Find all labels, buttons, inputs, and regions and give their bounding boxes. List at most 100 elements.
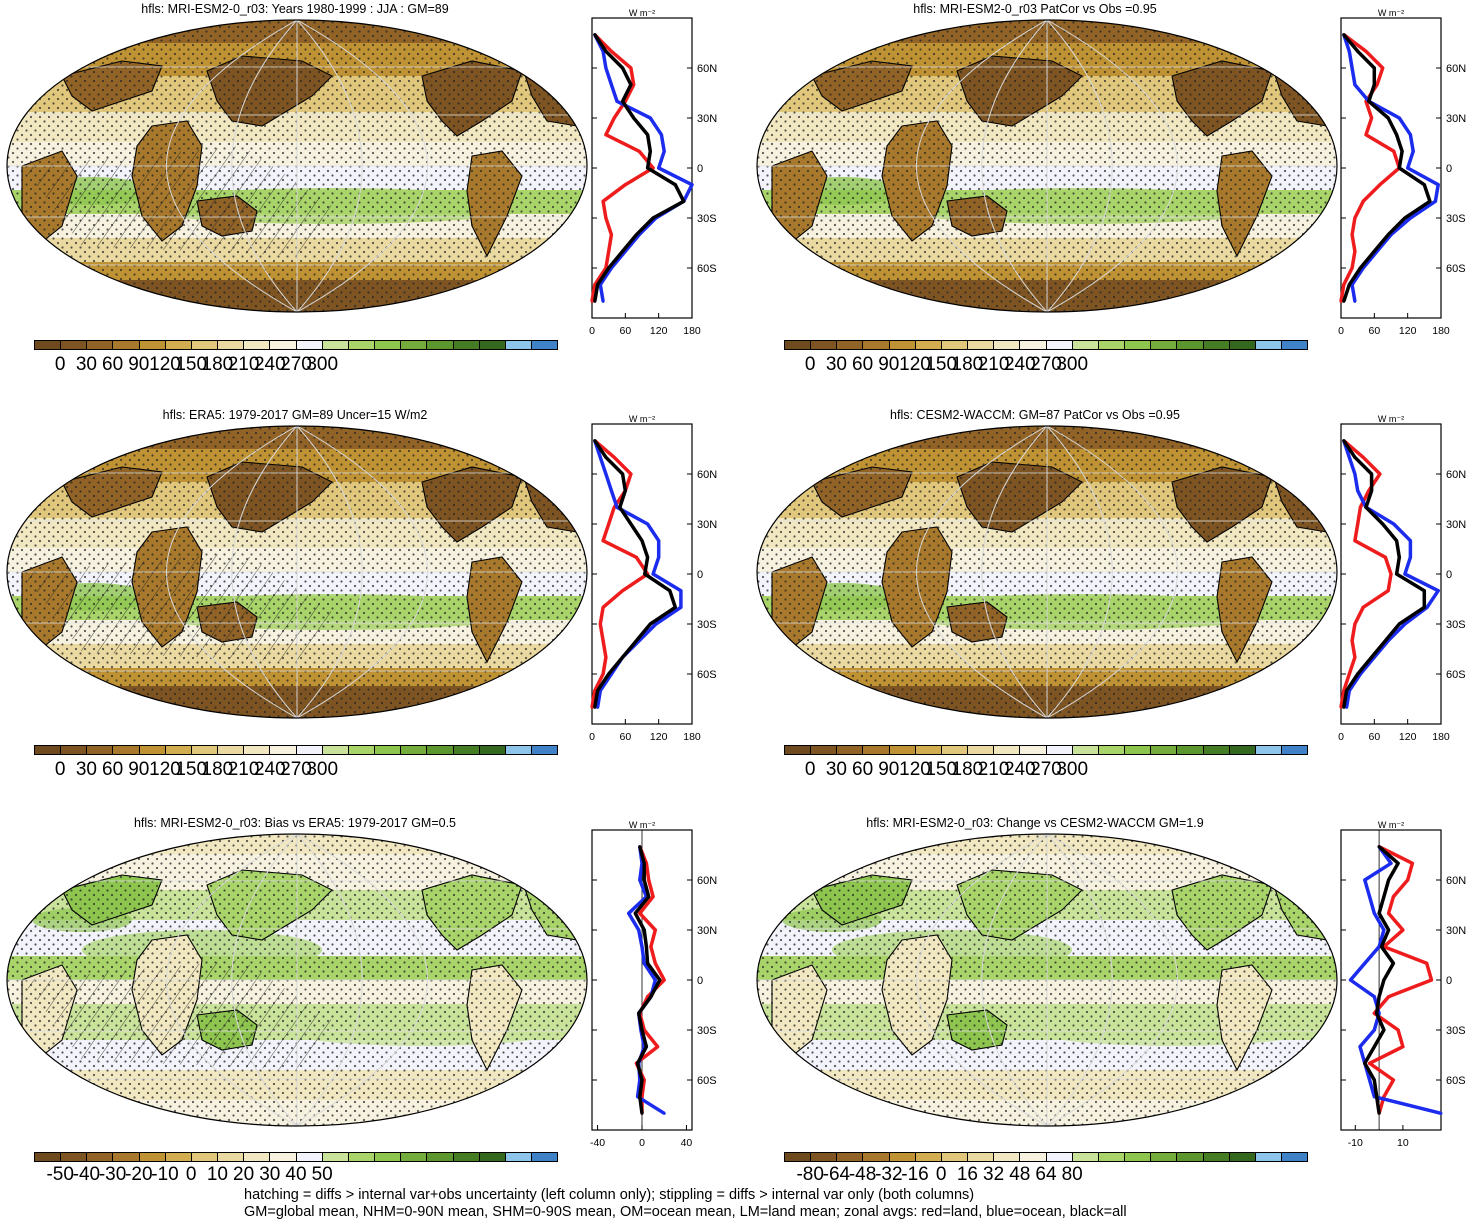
zonal-point-ocean [1382,928,1386,932]
zonal-point-ocean [638,878,642,882]
colorbar-tick-label: 0 [804,759,816,780]
colorbar-tick-label: 90 [128,354,150,375]
zonal-point-all [1353,455,1357,459]
zonal-point-all [642,878,646,882]
zonal-xtick-label: -40 [590,1137,605,1149]
zonal-point-land [651,895,655,899]
colorbar-swatch-9 [1020,746,1047,754]
colorbar-swatch-11 [322,341,349,349]
colorbar-swatch-12 [1098,341,1126,349]
zonal-mean-plot-5: W m⁻² 60N 30N 0 30S 60S -10 10 [1340,820,1466,1149]
zonal-point-all [621,249,625,253]
colorbar-swatch-15 [1177,746,1204,754]
colorbar-swatch-17 [1229,341,1256,349]
colorbar-swatch-7 [218,1153,245,1161]
zonal-xtick-label: 60 [1368,731,1380,743]
colorbar-labels-4: -50 -40 -30 -20 -10 0 10 20 30 40 50 [34,1164,558,1188]
zonal-point-land [1350,233,1354,237]
zonal-point-all [1395,539,1399,543]
zonal-point-ocean [596,705,600,709]
zonal-point-land [604,133,608,137]
colorbar-swatch-5 [915,1153,942,1161]
zonal-point-ocean [609,489,613,493]
zonal-point-land [653,961,657,965]
zonal-point-all [1396,861,1400,865]
zonal-point-land [1410,861,1414,865]
zonal-point-ocean [651,572,655,576]
colorbar-tick-label: 300 [1056,354,1089,375]
zonal-point-all [647,895,651,899]
zonal-xtick-label: 180 [683,325,701,337]
colorbar-swatch-1 [811,1153,838,1161]
zonal-point-all [1370,655,1374,659]
colorbar-tick-label: 210 [977,759,1010,780]
zonal-point-all [1347,283,1351,287]
colorbar-swatch-19 [1281,746,1308,754]
zonal-xtick-label: 180 [683,731,701,743]
zonal-point-all [1372,66,1376,70]
zonal-point-land [1350,639,1354,643]
zonal-point-ocean [1377,945,1381,949]
zonal-point-ocean [604,66,608,70]
colorbar-swatch-0 [35,1153,62,1161]
colorbar-tick-label: 210 [227,759,260,780]
zonal-point-all [1400,149,1404,153]
zonal-point-land [1387,995,1391,999]
colorbar-swatch-9 [270,1153,297,1161]
colorbar-tick-label: -50 [46,1164,74,1185]
zonal-point-land [1361,455,1365,459]
colorbar-swatch-12 [1098,1153,1126,1161]
map-title: hfls: MRI-ESM2-0_r03: Years 1980-1999 : … [141,2,449,16]
colorbar-tick-label: 90 [878,759,900,780]
colorbar-swatch-2 [87,746,114,754]
zonal-point-all [1356,49,1360,53]
zonal-mean-plot-2: W m⁻² 60N 30N 0 30S 60S 0 60 120 180 [589,414,717,743]
zonal-point-land [593,283,597,287]
map-title: hfls: CESM2-WACCM: GM=87 PatCor vs Obs =… [890,408,1180,422]
colorbar-swatch-19 [531,341,558,349]
zonal-point-all [1372,83,1376,87]
zonal-xtick-label: 120 [650,325,668,337]
colorbar-swatch-5 [165,1153,192,1161]
colorbar-tick-label: -64 [822,1164,851,1185]
zonal-ytick-label: 0 [1446,975,1452,987]
zonal-point-all [1377,995,1381,999]
colorbar-swatch-7 [968,1153,995,1161]
zonal-point-ocean [679,605,683,609]
zonal-plot-frame [1340,17,1442,319]
zonal-point-all [1342,705,1346,709]
zonal-point-all [649,995,653,999]
colorbar-tick-label: 60 [102,354,124,375]
zonal-point-ocean [1345,705,1349,709]
zonal-point-ocean [1392,522,1396,526]
zonal-point-all [1403,216,1407,220]
colorbar-swatch-5 [915,746,942,754]
colorbar-tick-label: 0 [54,354,66,375]
zonal-xtick-label: 0 [1338,731,1344,743]
zonal-point-ocean [657,555,661,559]
zonal-unit-label: W m⁻² [629,414,655,424]
colorbar-swatch-16 [453,341,480,349]
zonal-point-land [598,622,602,626]
zonal-point-land [1361,605,1365,609]
zonal-point-all [607,672,611,676]
zonal-point-land [1353,655,1357,659]
colorbar-swatch-10 [1046,1153,1073,1161]
colorbar-tick-label: 0 [54,759,66,780]
zonal-point-ocean [1403,622,1407,626]
zonal-point-land [1389,572,1393,576]
zonal-ytick-label: 30S [1446,619,1466,631]
map-5 [756,833,1338,1127]
colorbar-tick-label: 270 [280,759,312,780]
colorbar-swatch-18 [505,1153,532,1161]
zonal-xtick-label: -10 [1348,1137,1363,1149]
zonal-point-all [1372,1045,1376,1049]
colorbar-tick-label: 240 [253,354,286,375]
zonal-unit-label: W m⁻² [629,820,655,830]
zonal-xtick-label: 60 [619,325,631,337]
zonal-point-ocean [1363,878,1367,882]
zonal-point-land [1378,183,1382,187]
colorbar-swatch-13 [375,1153,402,1161]
zonal-mean-plot-0: W m⁻² 60N 30N 0 30S 60S 0 60 120 180 [589,8,717,337]
colorbar-swatch-10 [1046,341,1073,349]
